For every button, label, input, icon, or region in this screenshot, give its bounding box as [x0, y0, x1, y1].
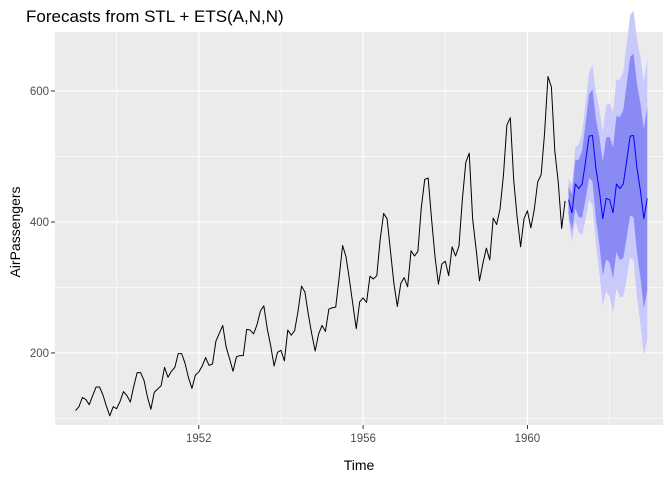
x-tick-label: 1960 — [515, 433, 541, 445]
observed-series-line — [75, 76, 566, 417]
interval-80-band — [568, 53, 648, 309]
forecast-mean-line — [568, 134, 648, 220]
y-axis-title: AirPassengers — [7, 186, 23, 277]
y-tick-label: 600 — [30, 86, 49, 98]
x-tick-label: 1952 — [186, 433, 212, 445]
axis-tick-labels: 1952 1956 1960 200 400 600 — [30, 86, 540, 445]
y-tick-label: 200 — [30, 348, 49, 360]
chart-title: Forecasts from STL + ETS(A,N,N) — [26, 7, 284, 26]
series-lines — [75, 76, 648, 417]
axis-ticks — [51, 90, 528, 429]
x-tick-label: 1956 — [350, 433, 376, 445]
x-axis-title: Time — [344, 457, 375, 473]
minor-gridlines — [55, 32, 663, 425]
prediction-intervals — [568, 10, 648, 356]
y-tick-label: 400 — [30, 217, 49, 229]
